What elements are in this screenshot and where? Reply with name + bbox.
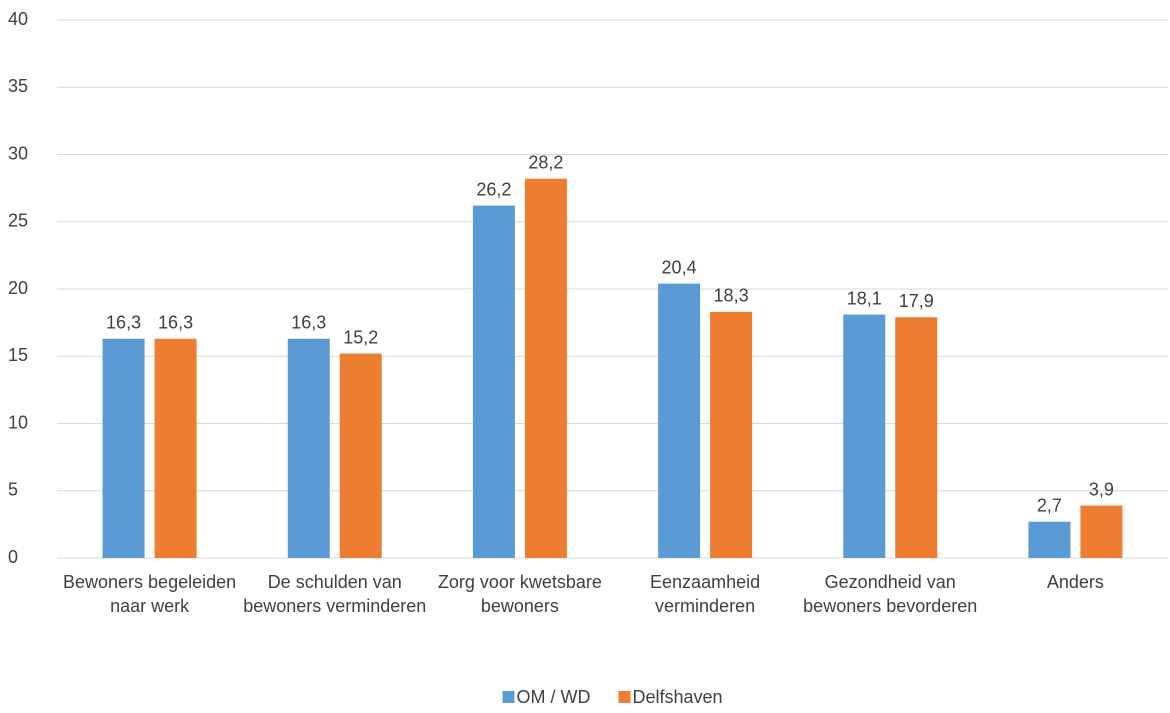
x-tick-label: De schulden van bewoners verminderen — [243, 572, 427, 616]
x-label-box: De schulden van bewoners verminderen — [243, 572, 427, 616]
x-tick-label: Eenzaamheid verminderen — [650, 572, 761, 616]
value-label: 26,2 — [476, 179, 511, 199]
x-label-box: Gezondheid van bewoners bevorderen — [803, 572, 978, 616]
bar — [472, 205, 515, 559]
bar — [843, 314, 886, 558]
value-label: 3,9 — [1089, 479, 1114, 499]
legend-label: Delfshaven — [632, 687, 722, 707]
bar — [895, 317, 938, 558]
x-tick-label: Anders — [1046, 572, 1104, 592]
value-label: 17,9 — [899, 291, 934, 311]
y-tick-label: 10 — [8, 412, 28, 432]
value-label: 15,2 — [343, 327, 378, 347]
bar — [339, 353, 382, 558]
y-tick-label: 30 — [8, 143, 28, 163]
bar — [1080, 505, 1123, 558]
value-label: 16,3 — [291, 313, 326, 333]
legend-swatch — [618, 691, 631, 703]
x-tick-label: Zorg voor kwetsbare bewoners — [437, 572, 602, 616]
y-tick-label: 20 — [8, 278, 28, 298]
bar — [102, 338, 145, 558]
y-tick-label: 35 — [8, 76, 28, 96]
bar — [658, 283, 701, 558]
x-label-box: Anders — [1046, 572, 1104, 592]
x-tick-label: Bewoners begeleiden naar werk — [63, 572, 237, 616]
y-tick-label: 15 — [8, 345, 28, 365]
legend-label: OM / WD — [516, 687, 590, 707]
legend-swatch — [502, 691, 515, 703]
bar — [524, 178, 567, 558]
value-label: 16,3 — [158, 313, 193, 333]
y-tick-label: 40 — [8, 9, 28, 29]
bar — [154, 338, 197, 558]
x-tick-label: Gezondheid van bewoners bevorderen — [803, 572, 978, 616]
value-label: 16,3 — [106, 313, 141, 333]
y-tick-label: 0 — [8, 547, 18, 567]
bar — [710, 311, 753, 558]
value-label: 2,7 — [1037, 495, 1062, 515]
bar — [287, 338, 330, 558]
value-label: 28,2 — [528, 152, 563, 172]
x-label-box: Zorg voor kwetsbare bewoners — [437, 572, 602, 616]
bar — [1028, 521, 1071, 558]
x-label-box: Bewoners begeleiden naar werk — [63, 572, 237, 616]
value-label: 20,4 — [662, 257, 697, 277]
value-label: 18,1 — [847, 288, 882, 308]
value-label: 18,3 — [714, 286, 749, 306]
y-tick-label: 25 — [8, 211, 28, 231]
x-label-box: Eenzaamheid verminderen — [650, 572, 761, 616]
y-tick-label: 5 — [8, 480, 18, 500]
